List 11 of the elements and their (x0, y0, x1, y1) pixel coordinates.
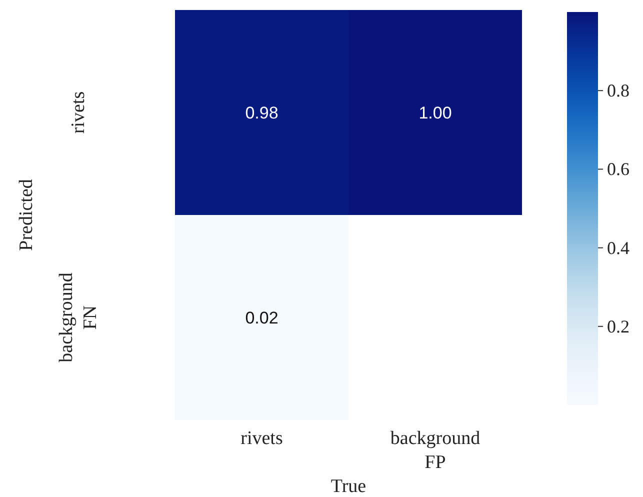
x-tick-label: background FP (390, 428, 481, 473)
data-label: 0.98 (245, 104, 278, 122)
data-label: 1.00 (418, 104, 452, 122)
color-bar-label: 0.8 (607, 80, 630, 101)
y-tick-label: background FN (56, 272, 101, 362)
color-bar-label: 0.2 (607, 316, 630, 336)
y-axis-title: Predicted (16, 178, 37, 251)
color-bar-label: 0.6 (607, 159, 630, 180)
color-bar-label: 0.4 (607, 238, 630, 258)
data-label: 0.02 (245, 308, 278, 328)
x-axis-title: True (330, 476, 366, 497)
